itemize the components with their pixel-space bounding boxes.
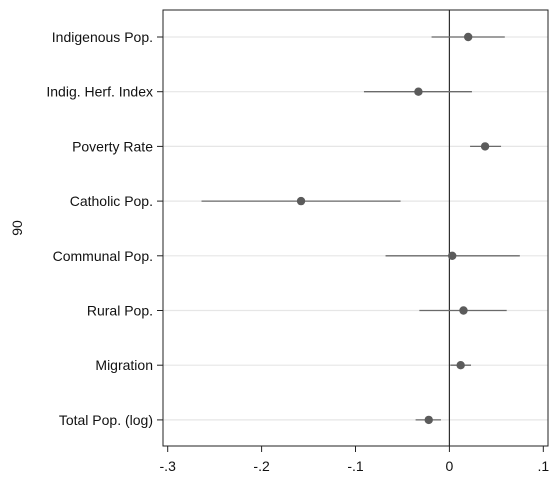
point-estimate-marker — [456, 361, 465, 370]
category-label: Indigenous Pop. — [52, 29, 153, 45]
point-estimate-marker — [480, 142, 490, 151]
axes — [157, 9, 549, 452]
category-label: Migration — [95, 357, 153, 373]
plot-frame — [162, 9, 549, 447]
category-label: Communal Pop. — [53, 248, 153, 264]
x-tick-label: .1 — [537, 458, 549, 474]
x-tick-label: -.3 — [160, 458, 177, 474]
category-label: Rural Pop. — [87, 303, 153, 319]
confidence-intervals — [201, 36, 520, 421]
category-label: Indig. Herf. Index — [46, 84, 153, 100]
category-label: Catholic Pop. — [70, 193, 153, 209]
x-tick-label: -.2 — [253, 458, 270, 474]
category-label: Poverty Rate — [72, 138, 153, 154]
point-estimate-marker — [463, 32, 473, 42]
gridlines — [163, 36, 548, 421]
labels: Indigenous Pop. Indig. Herf. Index Poverty… — [46, 29, 549, 474]
point-estimate-marker — [459, 306, 468, 315]
point-estimate-marker — [296, 196, 306, 206]
x-tick-label: 0 — [446, 458, 454, 474]
point-estimate-marker — [448, 251, 457, 260]
x-tick-label: -.1 — [347, 458, 364, 474]
y-axis-side-label: 90 — [9, 220, 25, 236]
category-label: Total Pop. (log) — [59, 412, 153, 428]
point-estimate-marker — [414, 87, 423, 96]
point-estimates — [296, 32, 490, 425]
point-estimate-marker — [424, 415, 433, 425]
